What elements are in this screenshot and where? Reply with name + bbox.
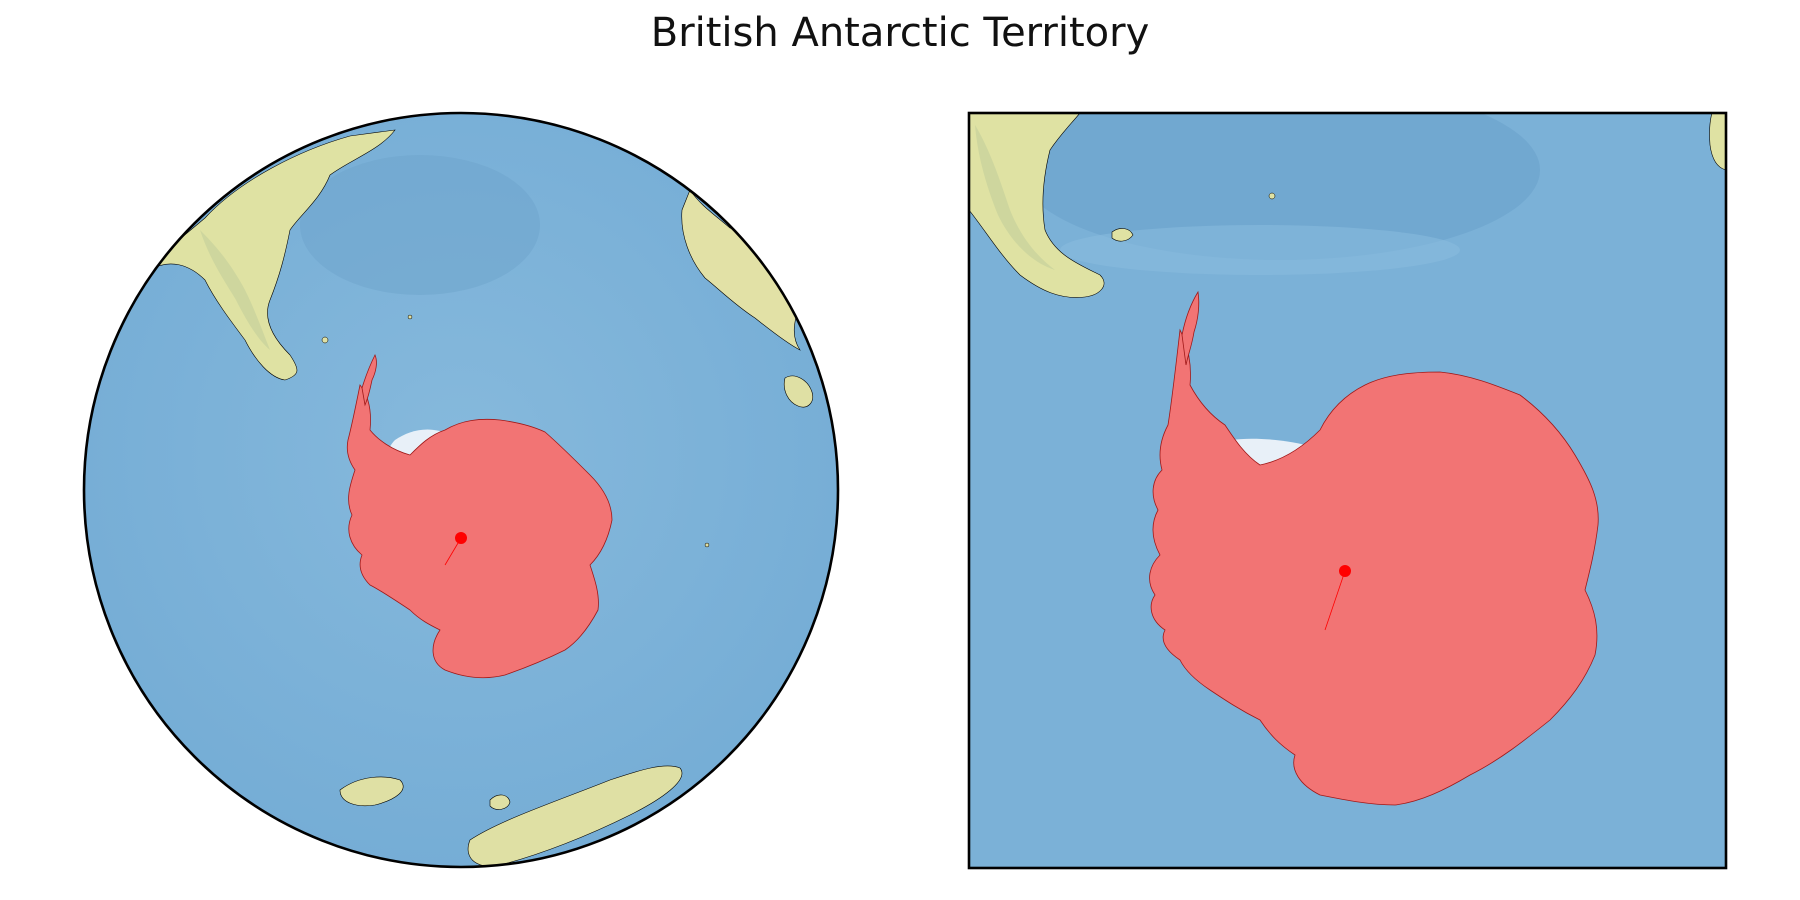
globe-frame	[82, 111, 840, 869]
globe-antarctic-peninsula	[361, 354, 377, 407]
globe-africa	[681, 189, 801, 351]
globe-antarctica	[346, 384, 613, 679]
globe-nz-north	[489, 794, 511, 810]
globe-island	[704, 542, 710, 548]
globe-australia	[339, 776, 404, 807]
inset-south-america	[969, 113, 1105, 298]
globe-madagascar	[783, 375, 813, 408]
inset-deep-basin	[1020, 113, 1540, 260]
inset-map	[967, 111, 1728, 870]
globe-island	[407, 314, 413, 320]
globe-pole-marker	[455, 532, 467, 544]
figure-title: British Antarctic Territory	[650, 10, 1150, 56]
globe-andes-shading	[200, 230, 270, 350]
globe-island	[321, 336, 329, 344]
inset-pole-line	[1324, 570, 1346, 631]
inset-andes-shading	[975, 125, 1055, 270]
inset-frame	[967, 111, 1728, 870]
globe-south-america	[149, 129, 396, 381]
inset-ridge	[1060, 225, 1460, 275]
inset-falklands	[1111, 228, 1134, 242]
inset-africa	[1709, 113, 1726, 171]
globe-map	[82, 111, 840, 869]
inset-pole-marker	[1339, 565, 1351, 577]
globe-deep-basin	[300, 155, 540, 295]
inset-antarctica	[1149, 328, 1599, 806]
inset-island	[1268, 192, 1276, 200]
inset-antarctic-peninsula	[1181, 290, 1200, 366]
